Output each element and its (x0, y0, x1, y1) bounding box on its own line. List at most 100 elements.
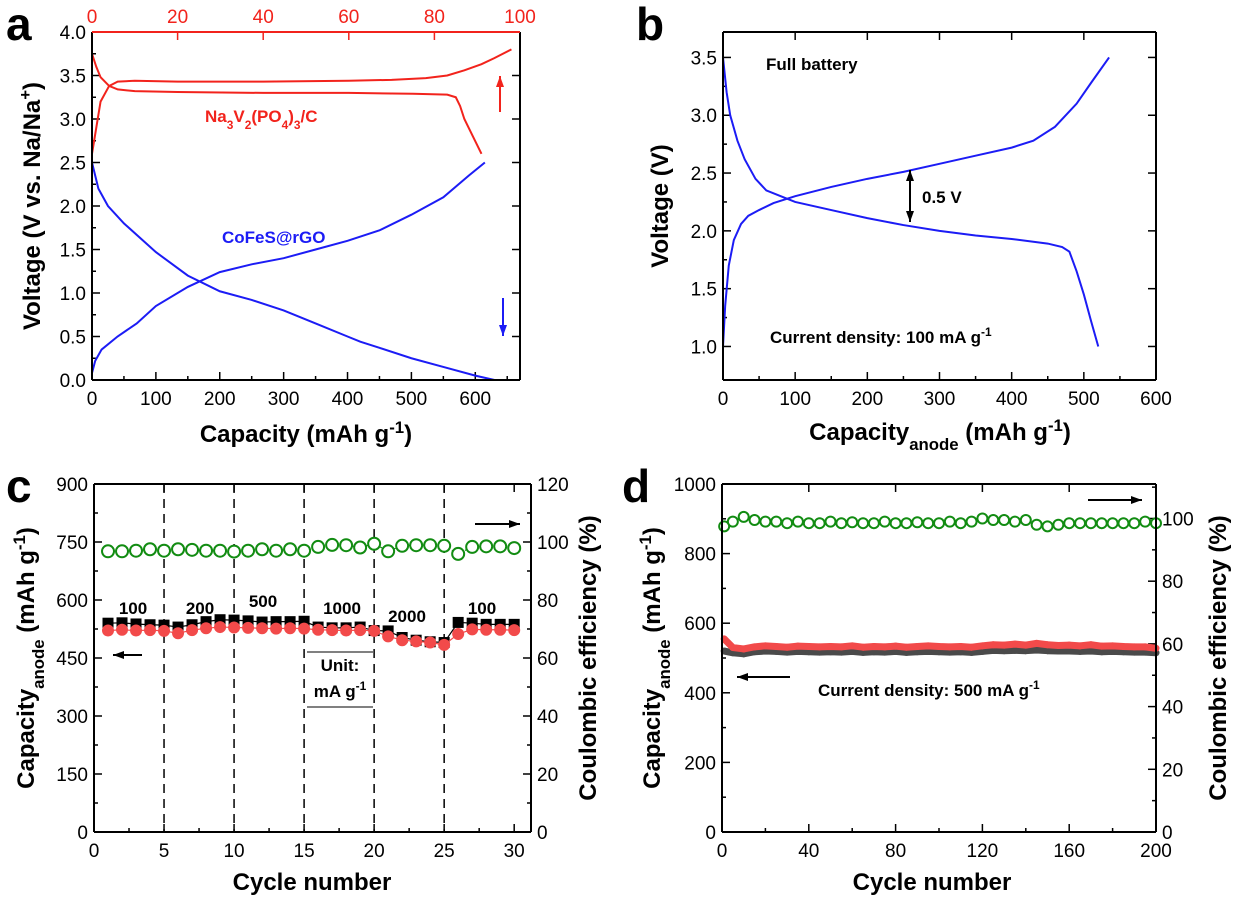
text-segment: -1 (356, 679, 367, 693)
y-tick-label: 750 (56, 533, 88, 554)
data-point (859, 643, 867, 651)
y-tick-label: 3.5 (60, 67, 86, 88)
y-tick-label: 1000 (674, 475, 716, 496)
rate-label: 100 (119, 599, 147, 618)
data-point (770, 515, 783, 528)
y-tick-label: 3.0 (691, 106, 717, 127)
panel-letter: a (6, 0, 32, 50)
text-segment: 3 (227, 118, 234, 132)
data-point (1074, 517, 1087, 530)
x-tick-label: 10 (223, 841, 244, 862)
data-point (1117, 517, 1130, 530)
data-point (214, 614, 226, 626)
right-axis-arrow (475, 520, 520, 528)
data-point (867, 517, 880, 530)
series-line (91, 53, 483, 155)
data-point (1044, 647, 1051, 655)
data-point (186, 624, 199, 637)
text-segment: -1 (636, 535, 655, 550)
data-point (1008, 515, 1021, 528)
x2-tick-label: 0 (87, 7, 98, 28)
data-point (881, 643, 889, 651)
data-point (781, 517, 794, 530)
y-tick-label: 2.0 (60, 197, 86, 218)
x-tick-label: 25 (434, 841, 455, 862)
data-point (935, 643, 943, 651)
y2-tick-label: 120 (537, 475, 569, 496)
data-point (813, 517, 826, 530)
text-segment: Capacity (mAh g (200, 421, 389, 448)
data-point (859, 648, 867, 656)
x-axis-title: Capacityanode (mAh g-1) (809, 416, 1071, 454)
data-point (902, 643, 910, 651)
data-point (913, 643, 921, 651)
data-point (998, 514, 1011, 527)
data-point (158, 624, 171, 637)
series-na3v2-po4-3-c-charge (91, 48, 512, 154)
data-point (1109, 647, 1117, 655)
text-segment: Unit: (321, 656, 360, 675)
data-point (214, 621, 227, 634)
data-point (312, 623, 325, 636)
y-tick-label: 1.0 (60, 284, 86, 305)
data-point (200, 616, 212, 628)
data-point (367, 536, 382, 551)
arrow-head (509, 520, 520, 528)
data-point (130, 618, 142, 630)
y-tick-label: 2.5 (60, 154, 86, 175)
data-point (297, 543, 312, 558)
data-point (1119, 643, 1127, 651)
x-tick-label: 120 (967, 841, 999, 862)
data-point (1130, 643, 1138, 651)
data-point (1065, 647, 1073, 655)
data-point (396, 634, 409, 647)
data-point (900, 517, 913, 530)
data-point (740, 645, 748, 653)
data-point (870, 643, 878, 651)
data-point (438, 638, 451, 651)
data-point (116, 623, 129, 636)
data-point (1041, 520, 1054, 533)
panel-c: c0 5 10 15 20 25 30015030045060075090002040608… (6, 460, 602, 896)
text-segment: ) (13, 527, 40, 535)
y-axis-title: Voltage (V vs. Na/Na+) (16, 82, 47, 330)
x-tick-label: 600 (459, 389, 491, 410)
x2-tick-label: 100 (504, 7, 536, 28)
data-point (227, 544, 242, 559)
y-tick-label: 0.0 (60, 371, 86, 392)
text-segment: /C (300, 107, 317, 126)
data-point (924, 647, 932, 655)
data-point (791, 515, 804, 528)
text-segment: (mAh g (959, 419, 1048, 446)
x-tick-label: 500 (1068, 389, 1100, 410)
left-axis-arrow (113, 651, 142, 659)
data-point (968, 643, 976, 651)
x-tick-label: 0 (718, 389, 729, 410)
y2-tick-label: 100 (1162, 509, 1194, 530)
data-point (783, 643, 791, 651)
data-point (172, 621, 184, 633)
data-point (976, 512, 989, 525)
x-tick-label: 0 (89, 841, 100, 862)
rate-label: 2000 (388, 607, 426, 626)
x-tick-label: 20 (364, 841, 385, 862)
data-point (256, 616, 268, 628)
series-full-battery-discharge (722, 57, 1100, 347)
text-segment: ) (639, 527, 666, 535)
data-point (102, 624, 115, 637)
data-point (157, 543, 172, 558)
x-tick-label: 600 (1140, 389, 1172, 410)
y2-tick-label: 60 (537, 649, 558, 670)
data-point (751, 643, 759, 651)
data-point (1054, 641, 1062, 649)
data-point (881, 648, 889, 656)
data-point (116, 617, 128, 629)
series-na3v2-po4-3-c-discharge (91, 53, 483, 155)
y-tick-label: 600 (56, 591, 88, 612)
x2-tick-label: 40 (253, 7, 274, 28)
data-point (101, 544, 116, 559)
series-discharge-capacity (102, 621, 521, 651)
y-axis-title: Capacityanode (mAh g-1) (10, 527, 48, 789)
text-segment: 0.5 V (922, 188, 962, 207)
y2-tick-label: 100 (537, 533, 569, 554)
